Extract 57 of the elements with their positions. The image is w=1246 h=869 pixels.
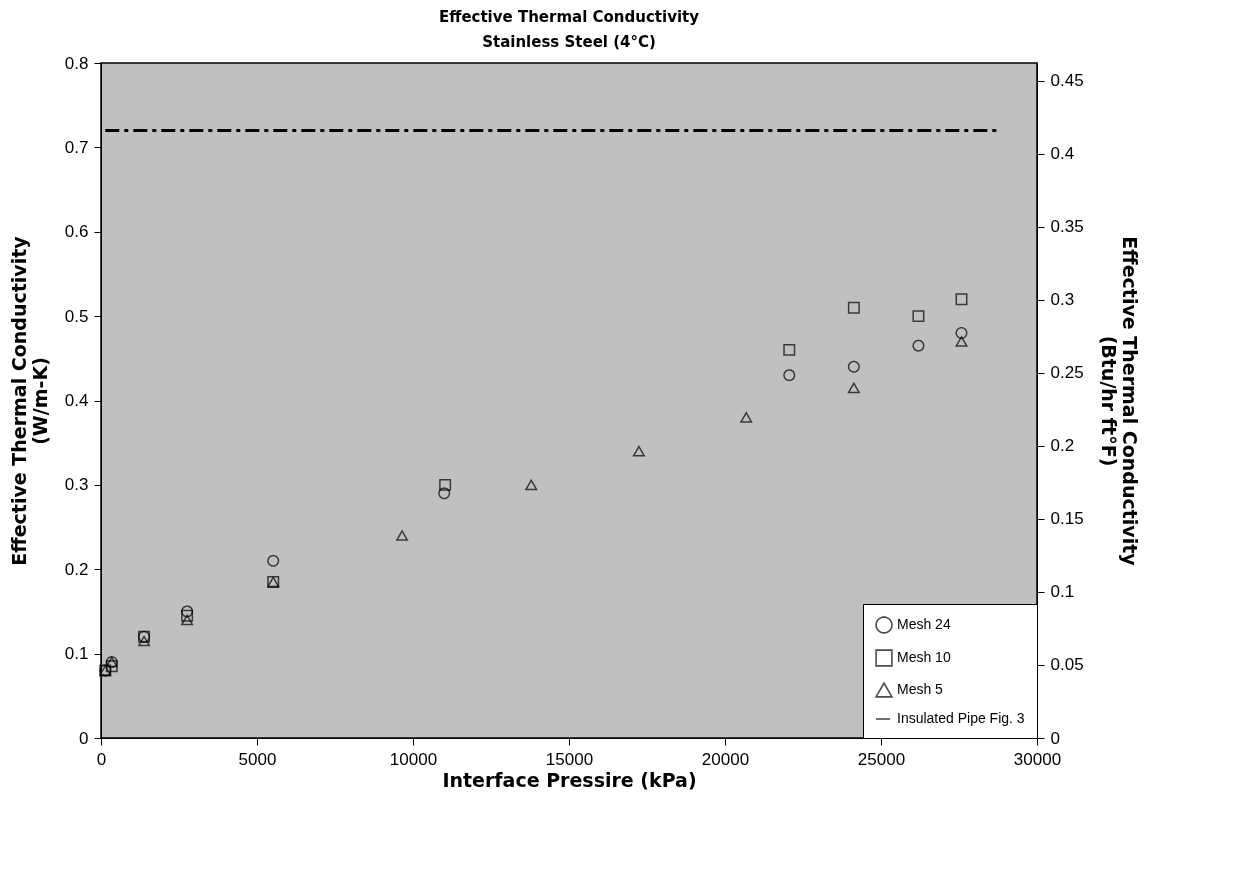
x-tick-label: 15000 — [545, 749, 594, 769]
x-axis-title: Interface Pressire (kPa) — [442, 768, 697, 791]
x-tick-label: 20000 — [701, 749, 750, 769]
y-tick-label: 0.1 — [64, 644, 89, 664]
point — [783, 369, 796, 382]
legend-label: Mesh 24 — [897, 616, 951, 632]
point — [105, 660, 118, 673]
y2-tick-label: 0.4 — [1050, 144, 1075, 164]
point — [955, 327, 968, 339]
y2-tick-label: 0.1 — [1050, 582, 1075, 602]
point — [438, 487, 451, 500]
point — [847, 382, 860, 394]
x-tick-label: 0 — [96, 749, 107, 769]
point — [912, 310, 925, 323]
y-tick-label: 0.4 — [64, 391, 89, 410]
y2-tick-label: 0 — [1050, 728, 1060, 748]
legend-label: Mesh 5 — [897, 681, 944, 697]
chart-title: Effective Thermal Conductivity — [438, 8, 700, 26]
point — [181, 614, 194, 626]
y2-tick-label: 0.3 — [1050, 290, 1075, 310]
legend-label: Insulated Pipe Fig. 3 — [897, 710, 1025, 726]
point — [138, 635, 151, 647]
y2-tick-label: 0.05 — [1050, 655, 1084, 675]
x-tick-label: 30000 — [1013, 749, 1062, 769]
y2-tick-label: 0.35 — [1050, 217, 1084, 237]
y2-tick-label: 0.2 — [1050, 436, 1075, 456]
point — [396, 530, 409, 541]
legend-label: Mesh 10 — [897, 649, 951, 665]
point — [955, 336, 968, 347]
y2-tick-label: 0.25 — [1050, 363, 1084, 383]
x-tick-label: 10000 — [389, 749, 438, 769]
point — [632, 445, 645, 457]
x-tick-label: 25000 — [857, 749, 906, 769]
x-tick-label: 5000 — [238, 749, 277, 769]
point — [847, 301, 860, 314]
point — [847, 360, 860, 373]
y-tick-label: 0.7 — [64, 137, 89, 157]
point — [181, 605, 194, 618]
y-axis-title: Effective Thermal Conductivity (W/m-K) — [7, 235, 51, 566]
point — [525, 479, 538, 491]
y-tick-label: 0 — [79, 728, 89, 748]
point — [740, 412, 753, 423]
point — [181, 609, 194, 622]
chart-subtitle: Stainless Steel (4°C) — [482, 33, 656, 51]
y-tick-label: 0.2 — [64, 559, 89, 579]
y2-tick-label: 0.45 — [1050, 71, 1084, 91]
point — [783, 343, 796, 356]
y-tick-label: 0.6 — [64, 222, 89, 242]
point — [439, 478, 452, 491]
y-tick-label: 0.3 — [64, 475, 89, 495]
y2-axis-title: Effective Thermal Conductivity (Btu/hr ft°F) — [1097, 236, 1141, 567]
y-tick-label: 0.5 — [64, 306, 89, 326]
point — [955, 293, 968, 306]
y2-tick-label: 0.15 — [1050, 509, 1084, 529]
point — [267, 554, 280, 567]
point — [912, 339, 925, 352]
y-tick-label: 0.8 — [64, 53, 89, 73]
